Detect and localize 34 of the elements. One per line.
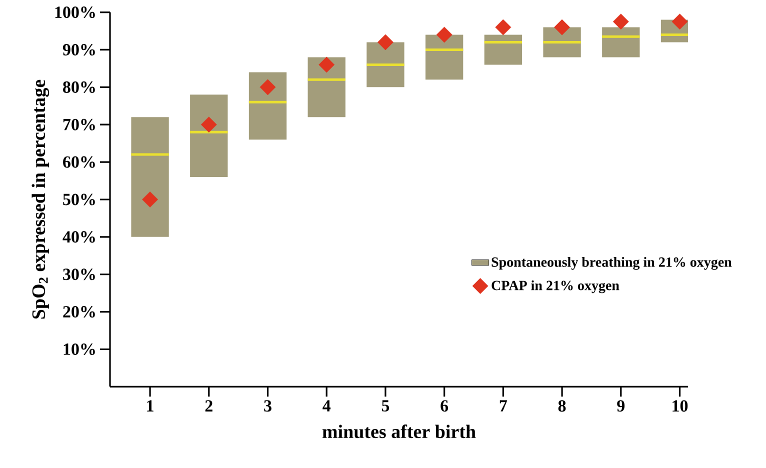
- y-tick-label: 100%: [55, 6, 95, 18]
- x-tick-label: 1: [147, 400, 154, 412]
- point: [142, 192, 158, 208]
- x-tick-label: 10: [672, 400, 688, 412]
- x-tick-label: 2: [205, 400, 212, 412]
- point: [554, 19, 570, 36]
- x-tick-label: 4: [322, 400, 331, 412]
- y-tick-label: 50%: [63, 194, 95, 206]
- x-tick-label: 5: [382, 400, 390, 412]
- y-tick-label: 60%: [63, 156, 95, 168]
- point: [318, 56, 335, 73]
- y-tick-label: 80%: [63, 81, 95, 93]
- point: [612, 14, 629, 30]
- x-tick-label: 8: [558, 400, 566, 412]
- x-tick-label: 3: [264, 400, 272, 412]
- point: [377, 34, 394, 50]
- x-tick-label: 9: [617, 400, 625, 412]
- point: [200, 116, 217, 133]
- point: [436, 26, 452, 43]
- y-tick-label: 20%: [63, 306, 95, 318]
- y-tick-label: 40%: [62, 231, 95, 243]
- x-tick-label: 7: [500, 400, 508, 412]
- y-tick-label: 70%: [63, 118, 95, 130]
- x-tick-label: 6: [440, 400, 448, 412]
- point: [260, 79, 276, 96]
- x-axis-title: minutes after birth: [322, 424, 476, 438]
- legend-label: CPAP in 21% oxygen: [492, 280, 620, 294]
- point: [672, 14, 688, 30]
- y-tick-label: 10%: [64, 343, 95, 356]
- y-tick-label: 90%: [62, 44, 95, 56]
- legend-label: Spontaneously breathing in 21% oxygen: [492, 256, 732, 270]
- y-axis-title: SpO$_{2}$ expressed in percentage: [32, 80, 50, 319]
- y-tick-label: 30%: [63, 268, 95, 280]
- point: [495, 19, 512, 36]
